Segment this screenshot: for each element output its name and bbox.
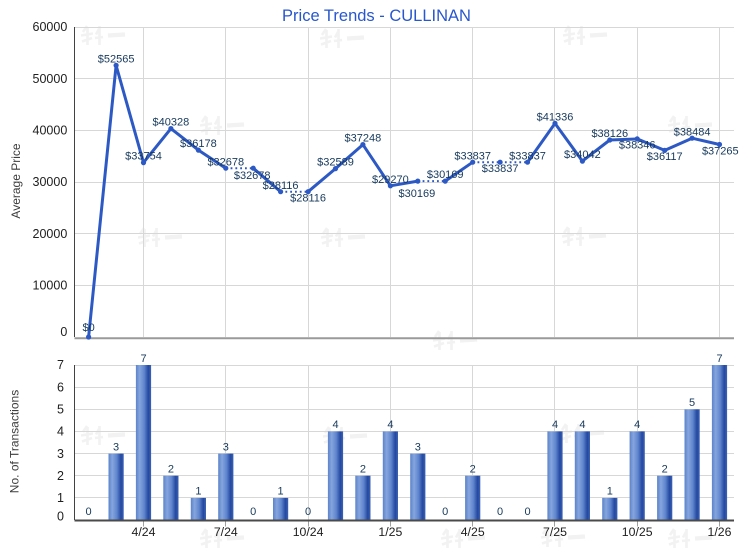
svg-text:$38126: $38126: [591, 128, 628, 140]
svg-text:$32678: $32678: [207, 156, 244, 168]
svg-text:4/24: 4/24: [132, 525, 156, 539]
svg-text:$30169: $30169: [427, 169, 464, 181]
svg-text:$28116: $28116: [290, 193, 326, 205]
svg-text:Average Price: Average Price: [9, 143, 23, 218]
svg-text:4: 4: [332, 419, 338, 431]
svg-text:1/25: 1/25: [378, 525, 402, 539]
svg-text:7: 7: [57, 358, 64, 372]
svg-text:6: 6: [57, 380, 64, 394]
svg-text:1/26: 1/26: [708, 525, 732, 539]
svg-text:3: 3: [113, 441, 119, 453]
svg-text:$41336: $41336: [537, 112, 574, 124]
svg-text:7: 7: [716, 353, 722, 365]
svg-text:0: 0: [250, 506, 256, 518]
svg-text:1: 1: [195, 486, 201, 498]
svg-text:60000: 60000: [33, 20, 68, 34]
svg-text:3: 3: [223, 441, 229, 453]
svg-text:40000: 40000: [33, 124, 68, 138]
svg-text:0: 0: [524, 506, 530, 518]
svg-text:$52565: $52565: [98, 54, 135, 66]
svg-text:$28116: $28116: [263, 180, 299, 192]
svg-text:5: 5: [689, 397, 695, 409]
svg-text:4: 4: [579, 419, 585, 431]
svg-text:0: 0: [60, 325, 67, 339]
svg-text:Price Trends - CULLINAN: Price Trends - CULLINAN: [282, 7, 471, 25]
svg-text:$38346: $38346: [619, 140, 656, 152]
svg-text:1: 1: [278, 486, 284, 498]
svg-text:0: 0: [57, 510, 64, 524]
svg-text:$36117: $36117: [647, 151, 683, 163]
svg-text:$33754: $33754: [125, 151, 162, 163]
svg-text:$37248: $37248: [345, 133, 382, 145]
svg-text:4: 4: [552, 419, 558, 431]
svg-text:$29270: $29270: [372, 174, 409, 186]
svg-text:7: 7: [140, 353, 146, 365]
svg-text:3: 3: [415, 441, 421, 453]
svg-text:$33837: $33837: [509, 150, 546, 162]
svg-text:7/24: 7/24: [214, 525, 238, 539]
svg-text:10000: 10000: [33, 279, 68, 293]
svg-text:4: 4: [634, 419, 640, 431]
svg-text:$32678: $32678: [234, 170, 271, 182]
svg-text:$36178: $36178: [180, 138, 217, 150]
svg-text:2: 2: [168, 464, 174, 476]
svg-text:1: 1: [607, 486, 613, 498]
svg-text:0: 0: [497, 506, 503, 518]
svg-text:0: 0: [442, 506, 448, 518]
svg-text:$38484: $38484: [674, 126, 711, 138]
svg-text:4/25: 4/25: [461, 525, 485, 539]
svg-text:2: 2: [360, 464, 366, 476]
svg-text:$34042: $34042: [564, 149, 601, 161]
svg-text:20000: 20000: [33, 227, 68, 241]
svg-text:30000: 30000: [33, 175, 68, 189]
svg-text:2: 2: [57, 469, 64, 483]
svg-text:7/25: 7/25: [543, 525, 567, 539]
svg-text:0: 0: [86, 506, 92, 518]
svg-text:No. of Transactions: No. of Transactions: [8, 390, 22, 493]
svg-text:$0: $0: [82, 322, 94, 334]
svg-text:4: 4: [387, 419, 393, 431]
svg-text:50000: 50000: [33, 72, 68, 86]
svg-text:$32589: $32589: [317, 157, 354, 169]
svg-text:4: 4: [57, 425, 64, 439]
svg-text:3: 3: [57, 447, 64, 461]
svg-text:2: 2: [470, 464, 476, 476]
svg-text:10/24: 10/24: [293, 525, 324, 539]
svg-text:$30169: $30169: [399, 188, 436, 200]
svg-text:5: 5: [57, 403, 64, 417]
svg-text:2: 2: [662, 464, 668, 476]
svg-text:10/25: 10/25: [622, 525, 653, 539]
svg-text:1: 1: [57, 491, 64, 505]
svg-text:$40328: $40328: [153, 117, 190, 129]
svg-text:0: 0: [305, 506, 311, 518]
svg-text:$37265: $37265: [702, 145, 739, 157]
svg-text:$33837: $33837: [454, 150, 491, 162]
svg-text:$33837: $33837: [482, 163, 519, 175]
